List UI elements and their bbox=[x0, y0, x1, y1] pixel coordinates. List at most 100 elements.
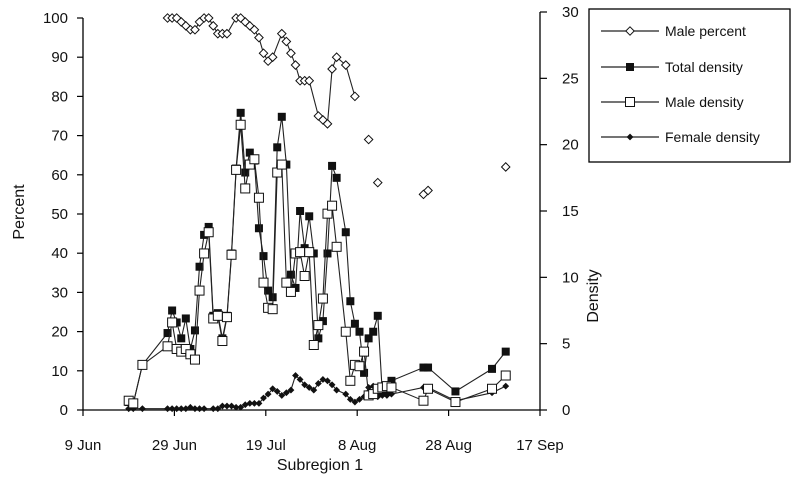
data-point bbox=[181, 314, 190, 323]
data-point bbox=[212, 310, 223, 321]
data-point bbox=[231, 164, 242, 175]
data-point bbox=[250, 399, 258, 407]
data-point bbox=[625, 97, 635, 107]
x-ticks: 9 Jun 29 Jun 19 Jul 8 Aug 28 Aug 17 Sep bbox=[65, 410, 564, 454]
data-point bbox=[301, 381, 309, 389]
data-point bbox=[254, 32, 264, 43]
x-tick-label: 28 Aug bbox=[425, 437, 472, 454]
data-point bbox=[218, 402, 226, 410]
data-point bbox=[500, 370, 511, 381]
data-point bbox=[287, 386, 295, 394]
data-point bbox=[331, 52, 342, 63]
data-point bbox=[232, 403, 240, 411]
data-point bbox=[276, 159, 287, 170]
data-point bbox=[451, 387, 460, 396]
y-right-tick-label: 20 bbox=[562, 137, 579, 154]
data-point bbox=[217, 336, 228, 347]
data-point bbox=[331, 241, 342, 252]
x-tick-label: 29 Jun bbox=[152, 437, 197, 454]
legend-label: Total density bbox=[665, 59, 743, 75]
data-point bbox=[191, 405, 199, 413]
data-point bbox=[221, 312, 232, 323]
data-point bbox=[246, 399, 254, 407]
data-point bbox=[423, 185, 433, 196]
data-point bbox=[267, 52, 278, 63]
data-point bbox=[260, 394, 267, 402]
series-male-percent bbox=[162, 13, 511, 200]
data-point bbox=[299, 271, 310, 282]
y-left-tick-label: 20 bbox=[51, 324, 68, 341]
y-right-tick-label: 25 bbox=[562, 70, 579, 87]
data-point bbox=[340, 60, 351, 70]
data-point bbox=[488, 364, 497, 373]
data-point bbox=[196, 405, 203, 413]
data-point bbox=[290, 60, 301, 70]
plot-area bbox=[123, 13, 511, 413]
y-left-tick-label: 40 bbox=[51, 245, 68, 262]
data-point bbox=[355, 327, 364, 336]
data-point bbox=[369, 327, 378, 336]
data-point bbox=[324, 377, 331, 385]
y-left-tick-label: 0 bbox=[60, 402, 68, 419]
data-point bbox=[332, 173, 341, 182]
y-left-tick-label: 60 bbox=[51, 167, 68, 184]
axes bbox=[82, 12, 541, 411]
data-point bbox=[281, 277, 292, 288]
data-point bbox=[327, 200, 338, 211]
data-point bbox=[267, 304, 278, 315]
data-point bbox=[203, 227, 214, 238]
data-point bbox=[340, 326, 351, 337]
data-point bbox=[500, 162, 511, 172]
y-right-tick-label: 30 bbox=[562, 4, 579, 21]
data-point bbox=[222, 28, 232, 39]
data-point bbox=[350, 319, 359, 328]
data-point bbox=[236, 108, 245, 117]
data-point bbox=[259, 252, 268, 261]
y-right-ticks: 0 5 10 15 20 25 30 bbox=[540, 4, 579, 419]
data-point bbox=[487, 383, 498, 394]
data-point bbox=[190, 326, 199, 335]
y-left-tick-label: 80 bbox=[51, 88, 68, 105]
data-point bbox=[295, 247, 306, 258]
data-point bbox=[168, 306, 177, 315]
data-point bbox=[285, 286, 296, 297]
data-point bbox=[333, 386, 341, 394]
data-point bbox=[177, 334, 186, 343]
x-tick-label: 19 Jul bbox=[246, 437, 286, 454]
y-right-tick-label: 15 bbox=[562, 203, 579, 220]
y-left-tick-label: 100 bbox=[43, 10, 68, 27]
data-point bbox=[162, 341, 173, 352]
data-point bbox=[502, 382, 510, 390]
data-point bbox=[255, 399, 263, 407]
legend-label: Female density bbox=[665, 129, 760, 145]
data-point bbox=[423, 383, 434, 394]
data-point bbox=[346, 297, 355, 306]
data-point bbox=[373, 311, 382, 320]
data-point bbox=[199, 248, 210, 259]
data-point bbox=[328, 381, 336, 389]
data-point bbox=[173, 405, 181, 413]
x-tick-label: 8 Aug bbox=[338, 437, 376, 454]
data-point bbox=[128, 398, 139, 409]
data-point bbox=[253, 192, 264, 203]
data-point bbox=[240, 183, 251, 194]
data-point bbox=[249, 154, 260, 165]
data-point bbox=[328, 161, 337, 170]
data-point bbox=[235, 119, 246, 130]
data-point bbox=[203, 13, 214, 23]
data-point bbox=[177, 405, 185, 413]
y-left-tick-label: 10 bbox=[51, 363, 68, 380]
data-point bbox=[209, 405, 217, 413]
data-point bbox=[305, 212, 314, 221]
data-point bbox=[282, 389, 290, 397]
data-point bbox=[258, 277, 269, 288]
data-point bbox=[195, 262, 204, 271]
series-line bbox=[128, 124, 507, 405]
data-point bbox=[189, 354, 200, 365]
legend-label: Male percent bbox=[665, 23, 746, 39]
data-point bbox=[346, 395, 354, 403]
data-point bbox=[364, 334, 373, 343]
data-point bbox=[258, 48, 269, 59]
data-point bbox=[214, 405, 222, 413]
